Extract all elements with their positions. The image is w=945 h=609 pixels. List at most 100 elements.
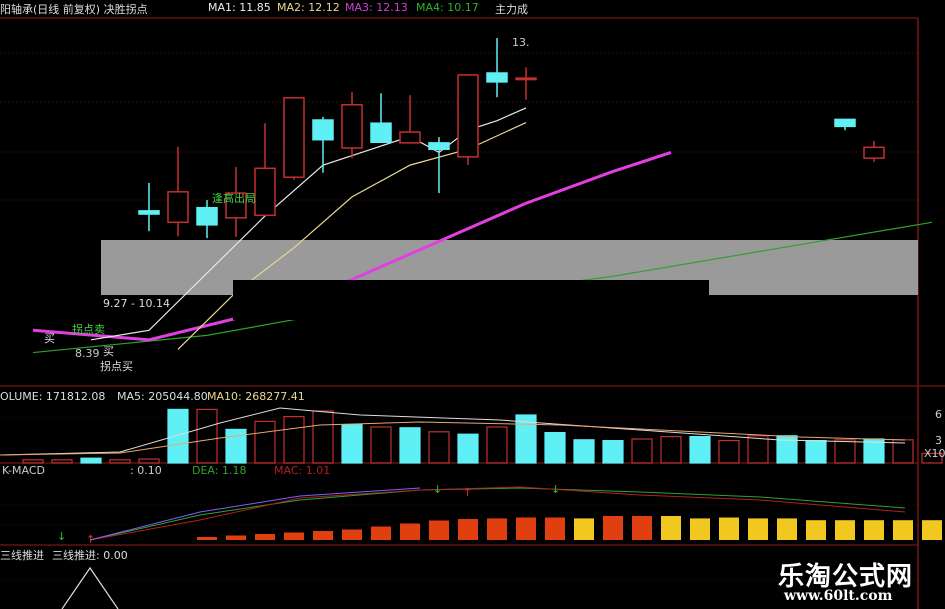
volume-axis-6: 6 (935, 408, 942, 421)
volume-bar (399, 427, 421, 464)
macd-dea: DEA: 1.18 (192, 464, 247, 477)
volume-bar (544, 432, 566, 464)
ma1-label: MA1: 11.85 (208, 1, 271, 14)
buy-label: 买 (44, 332, 55, 345)
chart-title: 阳轴承(日线 前复权) 决胜拐点 (0, 3, 148, 16)
candle-body (138, 210, 160, 215)
volume-bar (921, 452, 943, 464)
volume-bar (80, 457, 102, 464)
macd-bar (893, 520, 913, 540)
macd-bar (806, 520, 826, 540)
macd-bar (371, 526, 391, 540)
macd-bar (719, 517, 739, 540)
macd-bar (226, 535, 246, 540)
macd-signal-arrow: ↑ (463, 486, 472, 499)
ma3-label: MA3: 12.13 (345, 1, 408, 14)
macd-bar (516, 517, 536, 540)
macd-bar (458, 519, 478, 540)
macd-title: K-MACD (2, 464, 46, 477)
redaction-box (233, 280, 709, 320)
ma2-label: MA2: 12.12 (277, 1, 340, 14)
candle-body (341, 104, 363, 149)
volume-bar (254, 420, 276, 464)
candle-body (254, 167, 276, 217)
volume-bar (515, 414, 537, 464)
macd-bar (603, 516, 623, 540)
candle-body (312, 119, 334, 141)
macd-bar (574, 518, 594, 540)
volume-ma10-label: MA10: 268277.41 (207, 390, 305, 403)
macd-bar (922, 520, 942, 540)
volume-bar (109, 459, 131, 464)
macd-signal-arrow: ↓ (57, 530, 66, 543)
high-price-label: 13. (512, 36, 530, 49)
volume-bar (428, 431, 450, 464)
volume-bar (312, 410, 334, 464)
k-line (89, 487, 421, 541)
watermark-name: 乐淘公式网 (778, 562, 914, 592)
macd-bar (197, 537, 217, 540)
candle-body (515, 77, 537, 81)
volume-bar (747, 435, 769, 464)
candle-body (486, 72, 508, 83)
volume-ma10-line (0, 421, 906, 456)
turn-buy-label: 拐点买 (100, 360, 133, 373)
macd-bar (487, 518, 507, 540)
candle-body (428, 142, 450, 150)
volume-label: OLUME: 171812.08 (0, 390, 106, 403)
ma3-line (32, 150, 672, 342)
macd-bar (429, 520, 449, 540)
volume-bar (689, 436, 711, 464)
volume-bar (51, 459, 73, 464)
volume-axis-unit: X10 (924, 447, 945, 460)
candle-body (457, 74, 479, 158)
volume-bar (138, 458, 160, 464)
volume-bar (167, 408, 189, 464)
three-line-triangle (61, 566, 119, 609)
three-line-label: 三线推进 (0, 549, 44, 562)
volume-bar (486, 426, 508, 464)
range-label: 9.27 - 10.14 (103, 297, 170, 310)
volume-ma5-line (0, 407, 906, 456)
volume-bar (776, 435, 798, 464)
buy-label-2: 买 (103, 345, 114, 358)
macd-bar (864, 520, 884, 540)
candle-body (225, 192, 247, 219)
candle-body (370, 122, 392, 143)
candle-body (196, 206, 218, 226)
macd-signal-arrow: ↑ (86, 533, 95, 546)
candle-body (399, 131, 421, 144)
macd-bar (545, 517, 565, 540)
volume-bar (602, 440, 624, 464)
candle-body (863, 146, 885, 159)
ma4-label: MA4: 10.17 (416, 1, 479, 14)
volume-bar (196, 408, 218, 464)
macd-bar (777, 518, 797, 540)
candle-body (167, 191, 189, 224)
macd-bar (255, 534, 275, 540)
volume-bar (457, 433, 479, 464)
volume-ma5-label: MA5: 205044.80 (117, 390, 208, 403)
candle-body (834, 118, 856, 128)
macd-bar (342, 529, 362, 540)
volume-bar (805, 440, 827, 464)
macd-bar (313, 531, 333, 540)
volume-axis-3: 3 (935, 434, 942, 447)
volume-bar (718, 440, 740, 464)
volume-bar (631, 438, 653, 464)
volume-bar (341, 424, 363, 464)
volume-bar (22, 459, 44, 464)
volume-bar (225, 428, 247, 464)
watermark-url: www.60lt.com (784, 588, 893, 604)
macd-bar (748, 518, 768, 540)
macd-bar (400, 523, 420, 540)
volume-bar (283, 416, 305, 464)
macd-signal-arrow: ↓ (433, 483, 442, 496)
candle-body (283, 97, 305, 178)
turn-sell-label: 拐点卖 (72, 323, 105, 336)
volume-bar (660, 436, 682, 464)
macd-value: MAC: 1.01 (274, 464, 331, 477)
macd-bar (690, 518, 710, 540)
macd-bar (661, 516, 681, 540)
macd-bar (284, 532, 304, 540)
